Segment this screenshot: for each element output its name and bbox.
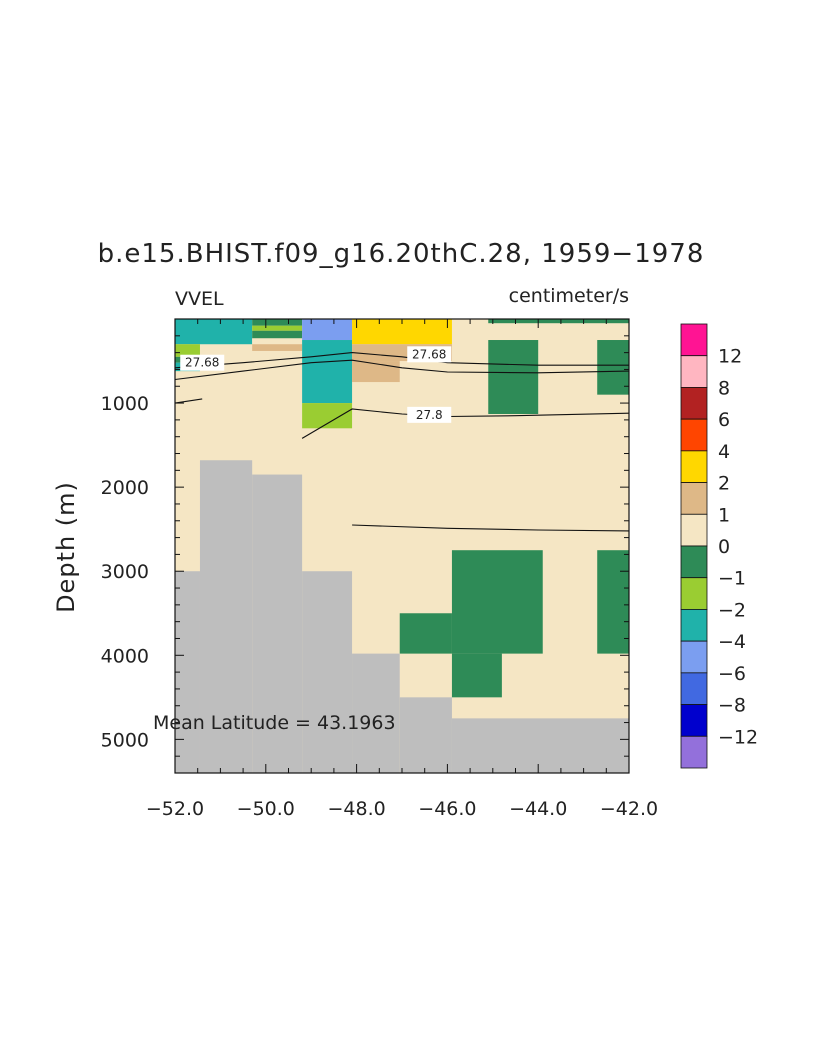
contour-layer: 27.68 27.68 27.8 — [174, 346, 630, 532]
x-tick-label: −44.0 — [509, 798, 567, 820]
data-cell — [252, 325, 303, 331]
colorbar-box — [680, 323, 708, 357]
chart-title: b.e15.BHIST.f09_g16.20thC.28, 1959−1978 — [98, 239, 705, 269]
data-cell — [252, 344, 303, 351]
data-cell — [488, 319, 629, 324]
colorbar-box — [680, 577, 708, 610]
colorbar-label: 0 — [718, 536, 730, 558]
land-mask-cell — [252, 474, 303, 773]
plot-area — [175, 319, 629, 773]
colorbar-label: 4 — [718, 441, 730, 463]
contour-line — [352, 524, 630, 532]
colorbar-label: −12 — [718, 726, 758, 748]
y-tick-label: 1000 — [101, 393, 149, 415]
y-tick-label: 4000 — [101, 645, 149, 667]
colorbar-box — [680, 672, 708, 705]
mean-latitude-annotation: Mean Latitude = 43.1963 — [153, 712, 396, 734]
data-cell — [597, 340, 629, 395]
x-tick-label: −50.0 — [237, 798, 295, 820]
x-tick-label: −46.0 — [418, 798, 476, 820]
data-cell — [488, 340, 539, 415]
contour-label-background — [407, 346, 452, 363]
data-cell — [302, 403, 353, 429]
colorbar-box — [680, 704, 708, 737]
data-cell — [302, 340, 353, 404]
contour-label-background — [407, 406, 452, 423]
data-cell — [252, 319, 303, 326]
colorbar-box — [680, 609, 708, 642]
colorbar-box — [680, 418, 708, 452]
y-tick-label: 5000 — [101, 729, 149, 751]
contour-label: 27.8 — [416, 408, 443, 422]
colorbar-label: 8 — [718, 377, 730, 399]
contour-label: 27.68 — [412, 347, 446, 361]
x-tick-label: −52.0 — [146, 798, 204, 820]
colorbar-box — [680, 513, 708, 547]
colorbar-label: 2 — [718, 473, 730, 495]
colorbar-box — [680, 355, 708, 388]
colorbar-box — [680, 482, 708, 515]
contour-line — [174, 359, 630, 381]
contour-label: 27.68 — [185, 356, 219, 370]
land-mask-cell — [199, 460, 253, 773]
data-cell — [352, 361, 400, 383]
land-mask-cell — [399, 697, 452, 773]
right-label: centimeter/s — [509, 285, 629, 307]
data-cell — [597, 550, 629, 654]
colorbar-label: −2 — [718, 599, 746, 621]
data-cell — [399, 613, 452, 654]
colorbar-label: 1 — [718, 504, 730, 526]
y-axis-label: Depth (m) — [52, 481, 80, 613]
colorbar-box — [680, 450, 708, 483]
data-cell — [252, 338, 303, 345]
data-cell — [302, 319, 353, 341]
colorbar-box — [680, 735, 708, 769]
data-cell — [175, 344, 200, 357]
land-mask-cell — [302, 571, 353, 773]
data-cell — [451, 653, 502, 698]
colorbar-label: −6 — [718, 663, 746, 685]
axes: −52.0 −50.0 −48.0 −46.0 −44.0 −42.0 1000 2000 30… — [101, 318, 658, 820]
colorbar-label: −8 — [718, 695, 746, 717]
data-cell — [252, 330, 303, 339]
colorbar-label: −1 — [718, 568, 746, 590]
colorbar-box — [680, 545, 708, 579]
colorbar-label: −4 — [718, 631, 746, 653]
colorbar-box — [680, 387, 708, 420]
left-label: VVEL — [175, 288, 224, 310]
land-mask-cell — [451, 718, 629, 773]
contour-line — [174, 352, 629, 369]
contour-line — [174, 398, 203, 404]
x-tick-label: −48.0 — [327, 798, 385, 820]
y-tick-label: 3000 — [101, 561, 149, 583]
colorbar-label: 6 — [718, 409, 730, 431]
x-tick-label: −42.0 — [600, 798, 658, 820]
colorbar: 12 8 6 4 2 1 0 −1 −2 −4 −6 −8 −12 — [680, 323, 758, 769]
data-cell — [451, 550, 543, 654]
contour-label-background — [180, 354, 225, 371]
y-tick-label: 2000 — [101, 477, 149, 499]
data-cell — [175, 319, 253, 345]
land-mask-cell — [352, 653, 400, 773]
colorbar-box — [680, 640, 708, 674]
colorbar-label: 12 — [718, 346, 742, 368]
